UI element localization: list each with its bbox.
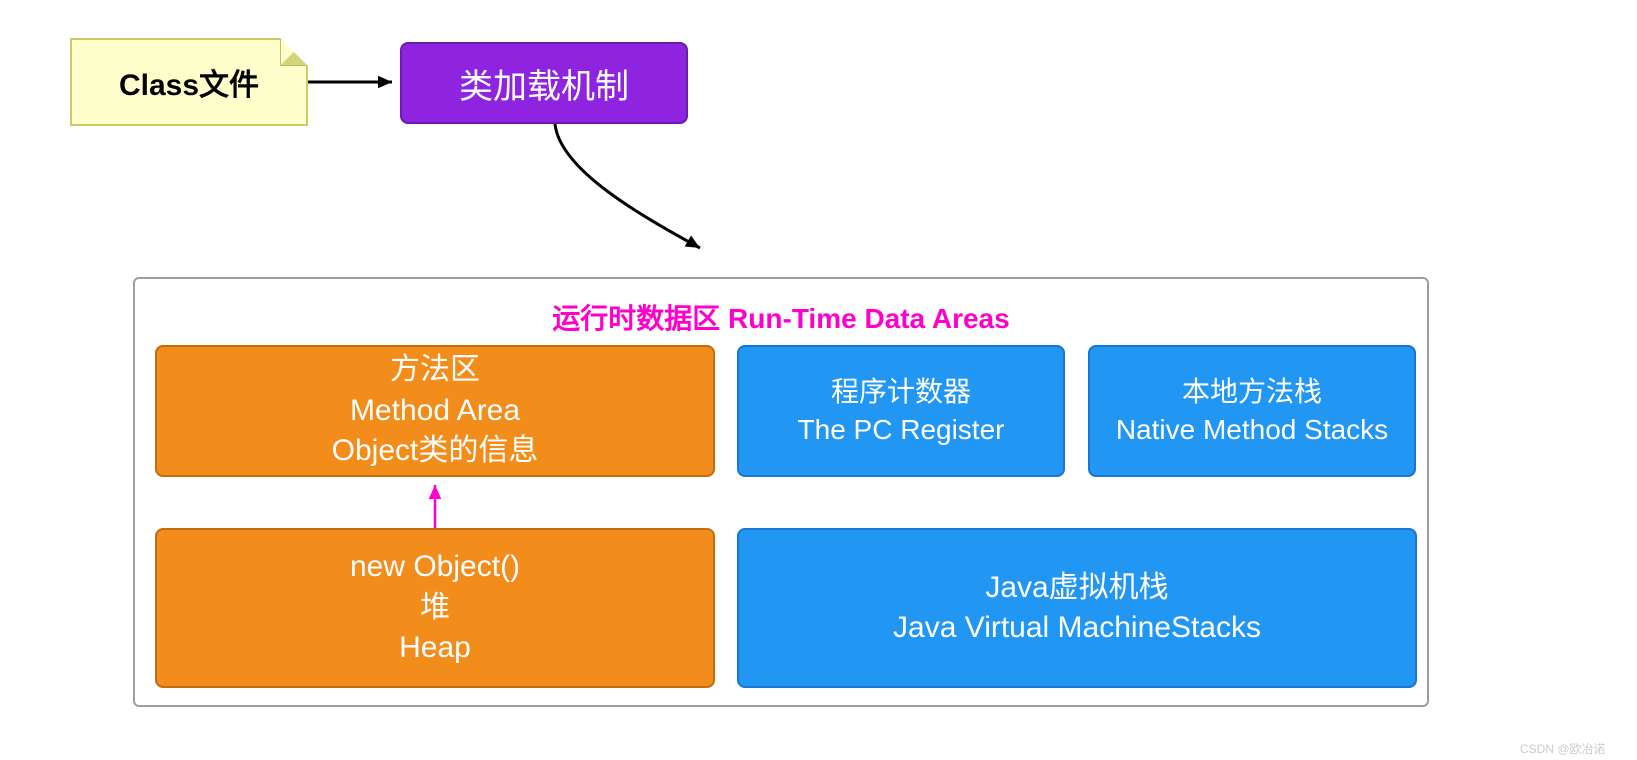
block-line: Method Area: [350, 391, 520, 432]
native-method-stack-box: 本地方法栈Native Method Stacks: [1088, 345, 1416, 477]
watermark: CSDN @欧冶诺: [1520, 740, 1606, 757]
container-title: 运行时数据区 Run-Time Data Areas: [135, 297, 1427, 337]
jvm-stack-box: Java虚拟机栈Java Virtual MachineStacks: [737, 528, 1417, 688]
pc-register-box: 程序计数器The PC Register: [737, 345, 1065, 477]
class-loader-label: 类加载机制: [459, 59, 629, 108]
block-line: The PC Register: [798, 411, 1005, 449]
block-line: Object类的信息: [332, 431, 539, 472]
block-line: 本地方法栈: [1182, 373, 1322, 411]
note-fold-icon: [280, 38, 308, 66]
method-area-box: 方法区Method AreaObject类的信息: [155, 345, 715, 477]
block-line: Heap: [399, 628, 471, 669]
block-line: Java虚拟机栈: [985, 568, 1168, 609]
block-line: Java Virtual MachineStacks: [893, 608, 1261, 649]
note-label: Class文件: [119, 60, 259, 104]
heap-box: new Object()堆Heap: [155, 528, 715, 688]
class-file-note: Class文件: [70, 38, 308, 126]
block-line: 方法区: [390, 350, 480, 391]
class-loader-box: 类加载机制: [400, 42, 688, 124]
block-line: 程序计数器: [831, 373, 971, 411]
block-line: Native Method Stacks: [1116, 411, 1388, 449]
block-line: new Object(): [350, 547, 520, 588]
block-line: 堆: [420, 588, 450, 629]
